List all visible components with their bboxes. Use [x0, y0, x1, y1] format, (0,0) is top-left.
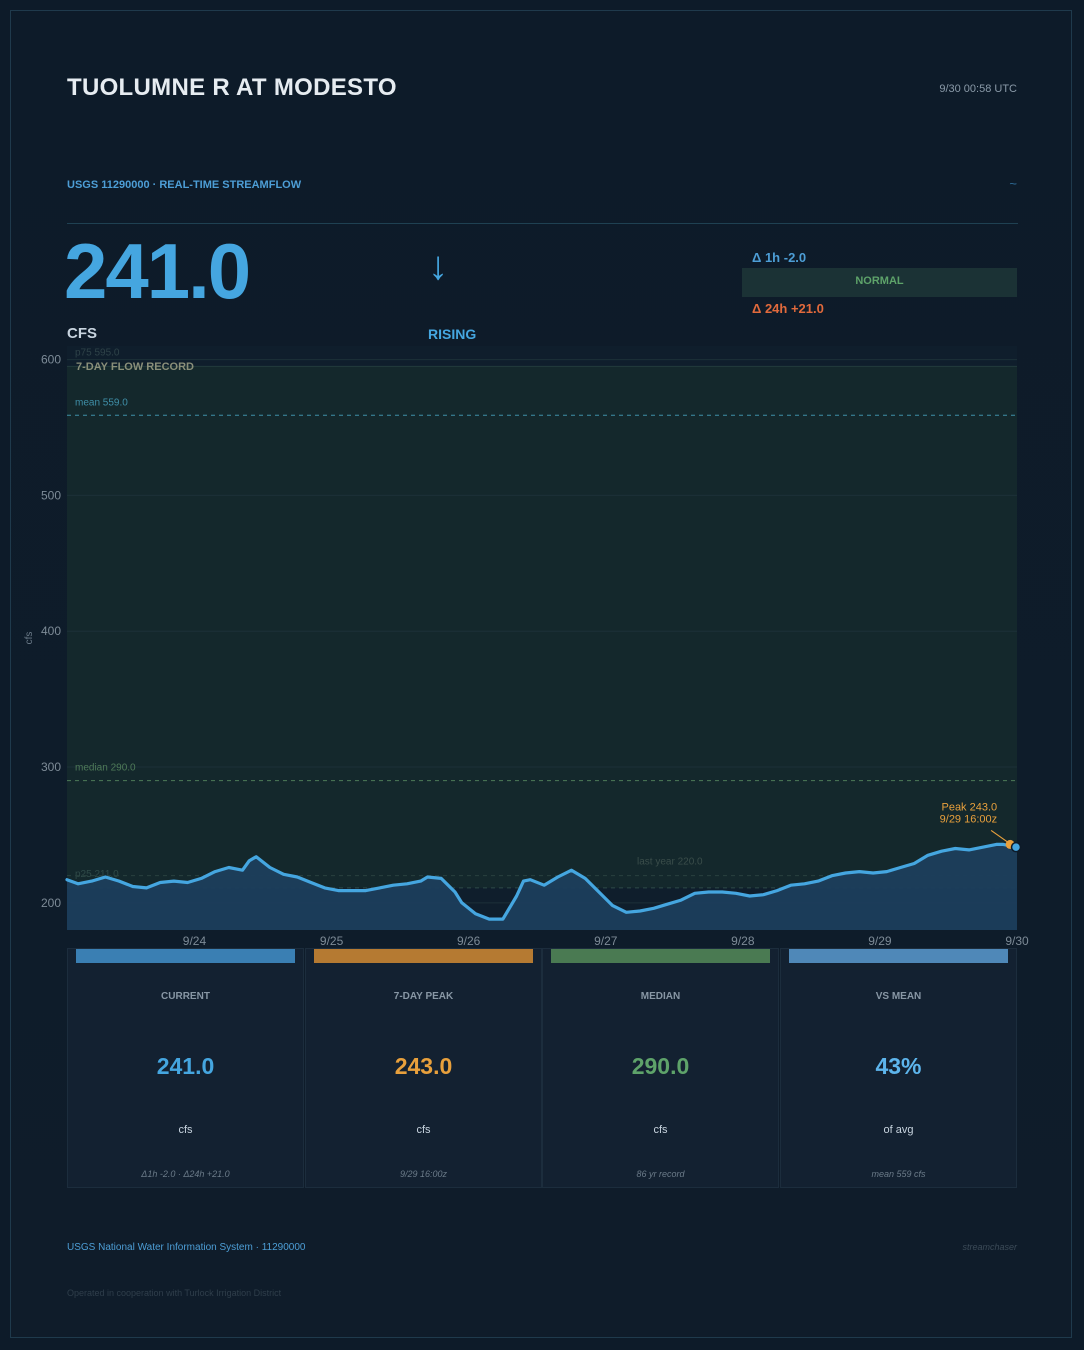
- y-tick-label: 300: [41, 760, 61, 774]
- x-tick-label: 9/24: [183, 934, 207, 948]
- card-label: 7-DAY PEAK: [393, 991, 454, 1002]
- card-value: 241.0: [156, 1053, 215, 1079]
- current-marker: [1010, 841, 1022, 853]
- delta-1h: Δ 1h -2.0: [752, 250, 807, 265]
- card-peak: 7-DAY PEAK 243.0 cfs 9/29 16:00z: [305, 948, 542, 1188]
- delta-24h: Δ 24h +21.0: [752, 301, 824, 316]
- card-accent-bar: [789, 949, 1008, 963]
- reference-label: median 290.0: [75, 763, 136, 774]
- flow-chart: p75 595.0 mean 559.0 median 290.0 p25 211.0…: [24, 346, 1029, 948]
- card-label: MEDIAN: [640, 991, 681, 1002]
- card-value: 243.0: [394, 1053, 453, 1079]
- footer-source: USGS National Water Information System ·…: [67, 1242, 306, 1253]
- trend-arrow-icon: ↓: [428, 244, 448, 288]
- x-tick-label: 9/29: [868, 934, 892, 948]
- card-median: MEDIAN 290.0 cfs 86 yr record: [542, 948, 779, 1188]
- flow-line: [65, 842, 1019, 921]
- reference-label: p75 595.0: [75, 347, 120, 358]
- card-note: mean 559 cfs: [871, 1169, 926, 1179]
- card-unit: cfs: [653, 1124, 668, 1136]
- footer-cooperation: Operated in cooperation with Turlock Irr…: [67, 1288, 282, 1298]
- timestamp: 9/30 00:58 UTC: [939, 83, 1017, 95]
- flow-area: [67, 844, 1017, 930]
- y-tick-label: 400: [41, 624, 61, 638]
- x-tick-label: 9/26: [457, 934, 481, 948]
- card-value: 290.0: [631, 1053, 690, 1079]
- card-current: CURRENT 241.0 cfs Δ1h -2.0 · Δ24h +21.0: [67, 948, 304, 1188]
- reference-label: mean 559.0: [75, 397, 128, 408]
- header-divider: [67, 223, 1018, 224]
- card-accent-bar: [314, 949, 533, 963]
- card-note: Δ1h -2.0 · Δ24h +21.0: [141, 1169, 230, 1179]
- y-axis-label: cfs: [24, 632, 35, 645]
- wave-icon: ~: [1009, 176, 1017, 191]
- status-badge: NORMAL: [742, 268, 1017, 297]
- reference-label: p25 211.0: [75, 869, 119, 880]
- card-accent-bar: [76, 949, 295, 963]
- card-note: 9/29 16:00z: [399, 1169, 448, 1179]
- station-subtitle: USGS 11290000 · REAL-TIME STREAMFLOW: [67, 179, 302, 191]
- chart-title: 7-DAY FLOW RECORD: [76, 361, 194, 373]
- card-unit: cfs: [178, 1124, 193, 1136]
- card-label: VS MEAN: [875, 991, 922, 1002]
- card-vs-mean: VS MEAN 43% of avg mean 559 cfs: [780, 948, 1017, 1188]
- y-tick-label: 600: [41, 353, 61, 367]
- y-tick-label: 200: [41, 896, 61, 910]
- card-note: 86 yr record: [636, 1169, 685, 1179]
- trend-label: RISING: [428, 326, 477, 342]
- peak-time-label: 9/29 16:00z: [940, 813, 998, 825]
- peak-leader-line: [990, 829, 1009, 843]
- x-tick-label: 9/25: [320, 934, 344, 948]
- reference-label: last year 220.0: [637, 857, 703, 868]
- peak-label: Peak 243.0: [941, 801, 997, 813]
- x-tick-label: 9/30: [1005, 934, 1029, 948]
- card-label: CURRENT: [161, 991, 210, 1002]
- flow-unit: CFS: [67, 325, 97, 342]
- card-unit: of avg: [883, 1124, 914, 1136]
- x-tick-label: 9/28: [731, 934, 755, 948]
- footer-brand: streamchaser: [962, 1242, 1017, 1252]
- stat-cards: CURRENT 241.0 cfs Δ1h -2.0 · Δ24h +21.0 …: [67, 948, 1018, 1188]
- station-title: TUOLUMNE R AT MODESTO: [67, 74, 397, 101]
- normal-range-band: [67, 366, 1017, 888]
- card-accent-bar: [551, 949, 770, 963]
- x-tick-label: 9/27: [594, 934, 618, 948]
- y-tick-label: 500: [41, 488, 61, 502]
- card-value: 43%: [875, 1053, 922, 1079]
- card-unit: cfs: [416, 1124, 431, 1136]
- current-flow-value: 241.0: [64, 227, 251, 315]
